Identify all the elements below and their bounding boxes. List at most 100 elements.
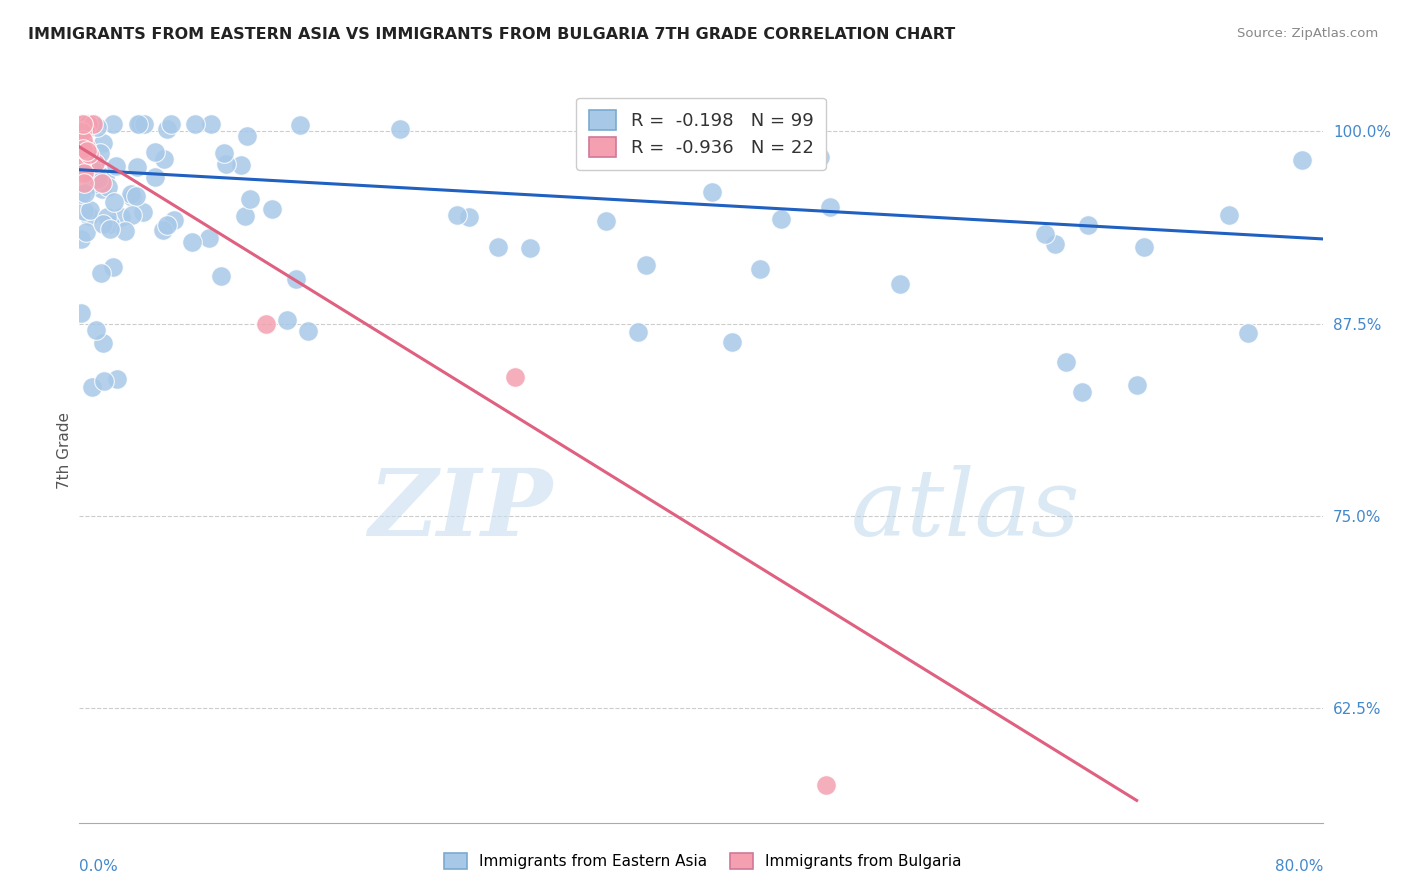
Point [69, 117, 91, 131]
Point [1218, 209, 1240, 223]
Point [91, 336, 114, 351]
Point [1033, 227, 1056, 242]
Point [127, 117, 149, 131]
Point [98, 218, 121, 232]
Point [209, 269, 232, 284]
Point [90, 176, 112, 190]
Point [77, 147, 100, 161]
Point [720, 334, 742, 349]
Point [103, 117, 125, 131]
Point [814, 778, 837, 792]
Point [1071, 384, 1094, 399]
Point [503, 370, 526, 384]
Legend: Immigrants from Eastern Asia, Immigrants from Bulgaria: Immigrants from Eastern Asia, Immigrants… [439, 847, 967, 875]
Text: atlas: atlas [851, 465, 1080, 555]
Point [96, 211, 118, 225]
Point [84, 156, 107, 170]
Point [73, 176, 96, 190]
Point [73, 204, 96, 219]
Point [86, 120, 108, 135]
Point [1291, 153, 1313, 167]
Point [76, 145, 98, 159]
Point [114, 224, 136, 238]
Point [121, 208, 143, 222]
Point [1054, 355, 1077, 369]
Point [742, 120, 765, 135]
Point [297, 324, 319, 338]
Point [1077, 219, 1099, 233]
Point [889, 277, 911, 291]
Text: ZIP: ZIP [367, 465, 553, 555]
Point [458, 210, 481, 224]
Point [163, 213, 186, 227]
Point [83, 117, 105, 131]
Legend: R =  -0.198   N = 99, R =  -0.936   N = 22: R = -0.198 N = 99, R = -0.936 N = 22 [576, 97, 827, 170]
Point [818, 200, 841, 214]
Point [69, 232, 91, 246]
Point [105, 159, 128, 173]
Point [749, 262, 772, 277]
Point [82, 117, 104, 131]
Point [486, 240, 509, 254]
Point [70, 154, 93, 169]
Point [97, 180, 120, 194]
Point [72, 117, 94, 131]
Point [215, 157, 238, 171]
Point [98, 222, 121, 236]
Point [103, 194, 125, 209]
Point [519, 241, 541, 255]
Point [627, 325, 650, 339]
Text: 80.0%: 80.0% [1275, 859, 1323, 874]
Point [159, 117, 181, 131]
Point [198, 230, 221, 244]
Text: IMMIGRANTS FROM EASTERN ASIA VS IMMIGRANTS FROM BULGARIA 7TH GRADE CORRELATION C: IMMIGRANTS FROM EASTERN ASIA VS IMMIGRAN… [28, 27, 955, 42]
Point [121, 190, 143, 204]
Point [80, 162, 103, 177]
Point [229, 158, 252, 172]
Point [77, 209, 100, 223]
Point [143, 145, 166, 159]
Point [702, 186, 724, 200]
Point [73, 166, 96, 180]
Point [72, 133, 94, 147]
Point [276, 313, 298, 327]
Point [80, 117, 103, 131]
Point [101, 260, 124, 275]
Point [1043, 236, 1066, 251]
Point [152, 222, 174, 236]
Point [69, 306, 91, 320]
Text: Source: ZipAtlas.com: Source: ZipAtlas.com [1237, 27, 1378, 40]
Point [131, 205, 153, 219]
Point [82, 177, 104, 191]
Point [128, 117, 150, 131]
Point [89, 146, 111, 161]
Point [72, 125, 94, 139]
Point [94, 169, 117, 184]
Y-axis label: 7th Grade: 7th Grade [58, 412, 72, 489]
Point [86, 322, 108, 336]
Point [183, 117, 205, 131]
Point [1237, 326, 1260, 341]
Point [82, 380, 104, 394]
Point [91, 136, 114, 150]
Point [91, 217, 114, 231]
Point [181, 235, 204, 249]
Point [69, 145, 91, 159]
Point [239, 193, 262, 207]
Point [260, 202, 283, 217]
Point [290, 118, 312, 132]
Point [76, 117, 98, 131]
Point [808, 150, 831, 164]
Point [254, 317, 277, 331]
Point [233, 209, 256, 223]
Point [79, 177, 101, 191]
Point [79, 202, 101, 217]
Point [120, 186, 142, 201]
Point [86, 172, 108, 186]
Point [70, 186, 93, 201]
Point [75, 123, 97, 137]
Point [90, 266, 112, 280]
Point [1125, 378, 1147, 392]
Point [70, 117, 93, 131]
Point [73, 186, 96, 200]
